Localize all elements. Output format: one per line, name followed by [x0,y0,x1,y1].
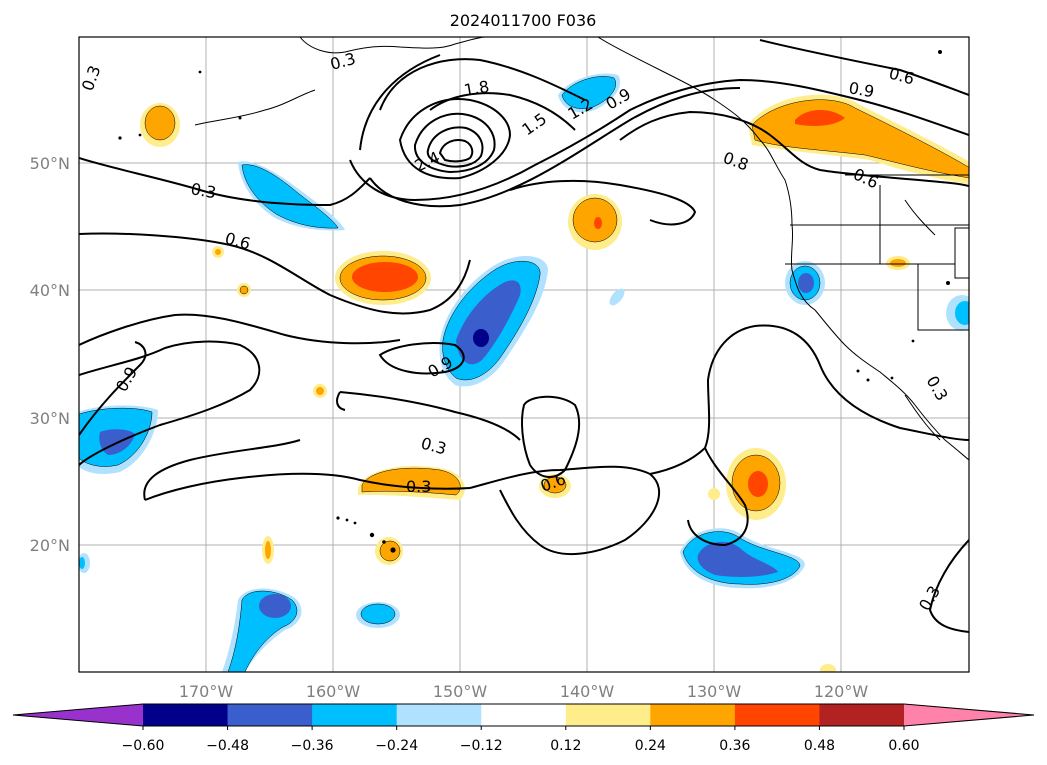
colorbar: −0.60 −0.48 −0.36 −0.24 −0.12 0.12 0.24 0.36 0.4… [12,703,1035,754]
longitude-ticks: 170°W 160°W 150°W 140°W 130°W 120°W [179,682,869,701]
lon-tick: 160°W [306,682,361,701]
svg-text:0.3: 0.3 [189,179,217,202]
lon-tick: 170°W [179,682,234,701]
blob-hawaii [262,536,403,565]
blob-neg-center [439,255,548,387]
colorbar-segment [396,704,482,726]
colorbar-label: 0.24 [635,738,666,754]
colorbar-label: 0.36 [719,738,750,754]
colorbar-label: −0.48 [206,738,249,754]
colorbar-label: −0.12 [460,738,503,754]
colorbar-label: 0.48 [804,738,835,754]
coastlines [194,37,969,461]
blob-south-east [726,448,786,520]
map-panel: 0.3 1.8 1.5 1.2 0.9 2.4 0.3 0.6 0.9 0.6 … [79,37,969,672]
colorbar-segment [565,704,651,726]
map-frame [78,36,970,673]
colorbar-segment [312,704,398,726]
colorbar-extend-high [904,704,1034,726]
svg-text:0.3: 0.3 [406,477,431,496]
lon-tick: 140°W [560,682,615,701]
blob-neg-top-center [558,73,621,113]
colorbar-segment [734,704,820,726]
blob-center-north [568,194,622,250]
colorbar-label: −0.24 [375,738,418,754]
blob-south-center [358,466,465,500]
lat-tick: 30°N [30,409,70,428]
blob-neg-nw [238,161,345,231]
colorbar-label: 0.60 [888,738,919,754]
colorbar-segment [143,704,229,726]
colorbar-label: −0.36 [291,738,334,754]
colorbar-label: −0.60 [122,738,165,754]
colorbar-segment [481,704,567,726]
contour-lines [79,39,969,633]
map-title: 2024011700 F036 [450,11,597,30]
lat-tick: 20°N [30,536,70,555]
islands [118,50,950,553]
colorbar-segment [819,704,905,726]
colorbar-segment [227,704,313,726]
blob-mid-west [335,251,431,305]
latitude-ticks: 20°N 30°N 40°N 50°N [30,154,70,555]
blob-nw-top [140,103,180,147]
colorbar-extend-low [13,704,143,726]
colorbar-segment [650,704,736,726]
colorbar-label: 0.12 [550,738,581,754]
positive-anomaly-fills [140,94,969,672]
lat-tick: 50°N [30,154,70,173]
lon-tick: 120°W [814,682,869,701]
lon-tick: 130°W [687,682,742,701]
lon-tick: 150°W [433,682,488,701]
svg-text:1.8: 1.8 [462,77,490,100]
blob-neg-small [79,261,969,628]
blob-neg-sw [222,588,302,672]
blob-small-center [539,474,571,498]
blob-tiny [212,246,910,672]
svg-text:0.9: 0.9 [847,78,875,101]
blob-canada [748,94,969,185]
lat-tick: 40°N [30,281,70,300]
